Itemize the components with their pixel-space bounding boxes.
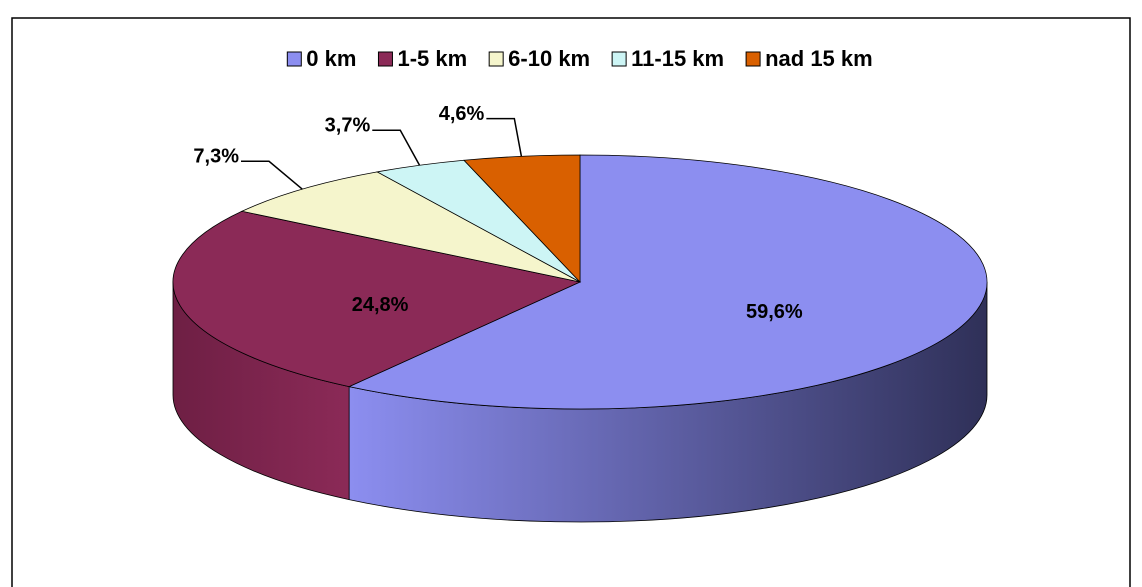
legend-swatch [286,51,302,67]
data-label: 59,6% [746,301,803,323]
legend-swatch [488,51,504,67]
leader-line [372,129,421,166]
legend-label: nad 15 km [765,46,873,71]
leader-line [241,160,303,190]
legend: 0 km 1-5 km 6-10 km 11-15 km nad 15 km [286,46,873,71]
legend-swatch [377,51,393,67]
data-label: 3,7% [325,115,371,137]
legend-label: 11-15 km [631,46,724,71]
legend-swatch [745,51,761,67]
data-label: 24,8% [352,294,409,316]
legend-label: 1-5 km [397,46,467,71]
legend-label: 6-10 km [508,46,590,71]
data-label: 4,6% [439,103,485,125]
slice [347,154,988,410]
slice [463,154,581,283]
legend-swatch [611,51,627,67]
data-label: 7,3% [193,146,239,168]
legend-label: 0 km [306,46,356,71]
slice [172,210,582,388]
leader-line [486,117,523,157]
